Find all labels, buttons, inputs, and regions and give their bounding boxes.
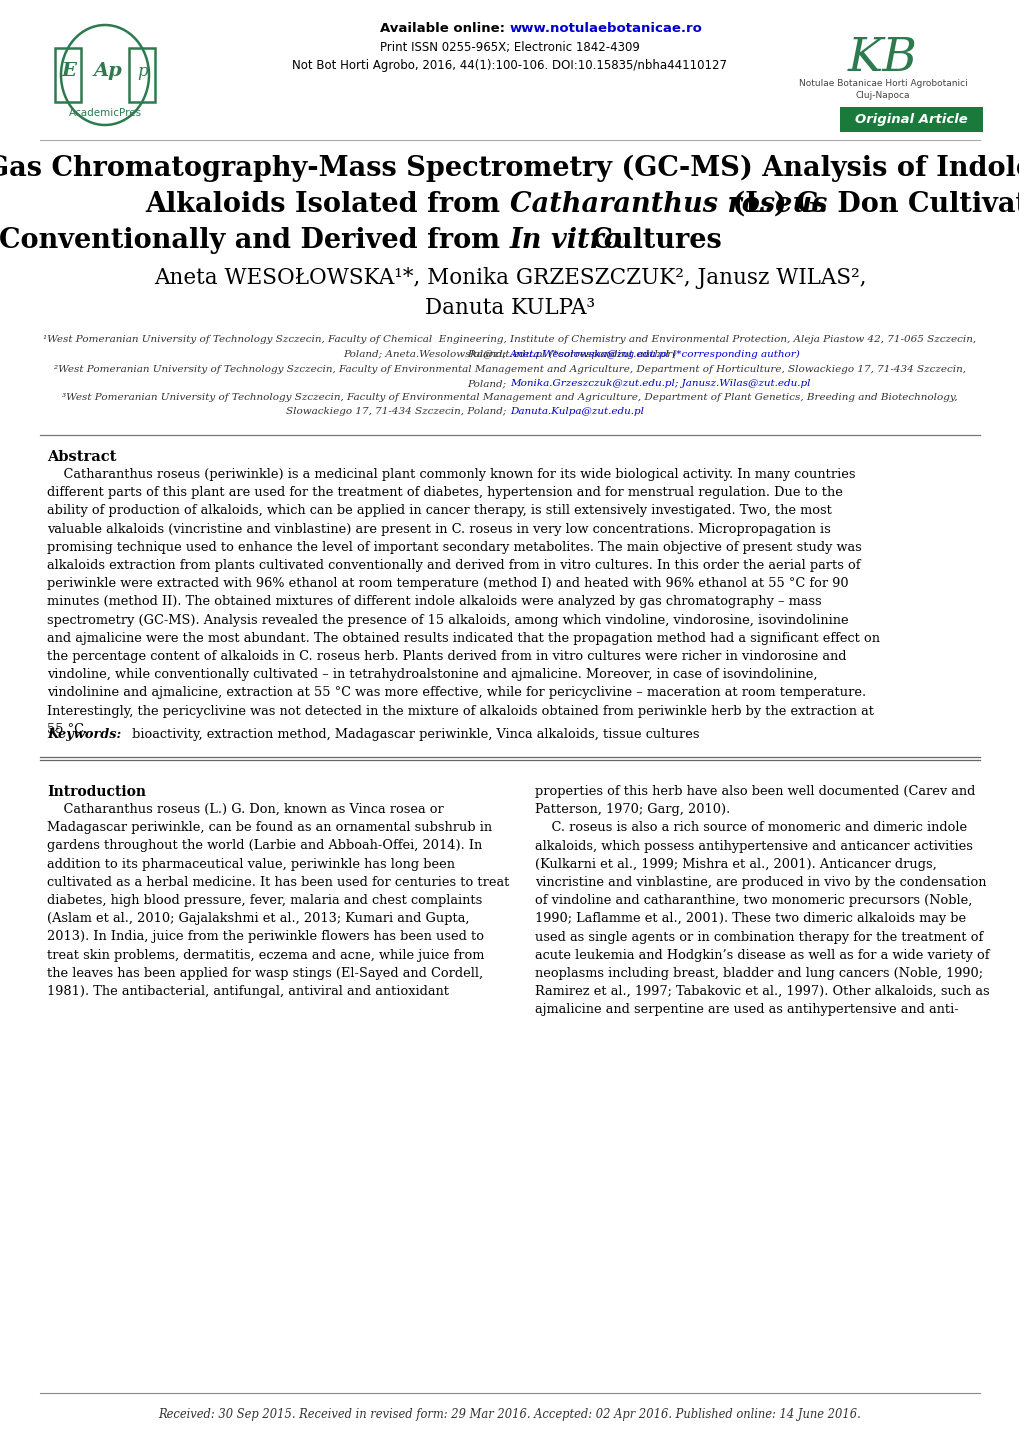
Text: Cluj-Napoca: Cluj-Napoca: [855, 91, 909, 100]
Text: Danuta.Kulpa@zut.edu.pl: Danuta.Kulpa@zut.edu.pl: [510, 407, 643, 417]
Text: Notulae Botanicae Horti Agrobotanici: Notulae Botanicae Horti Agrobotanici: [798, 78, 966, 88]
Text: AcademicPres: AcademicPres: [68, 108, 142, 118]
Text: Catharanthus roseus (L.) G. Don, known as Vinca rosea or
Madagascar periwinkle, : Catharanthus roseus (L.) G. Don, known a…: [47, 802, 508, 999]
Text: ΚB: ΚB: [847, 36, 917, 81]
Text: p: p: [138, 62, 148, 79]
Text: Gas Chromatography-Mass Spectrometry (GC-MS) Analysis of Indole: Gas Chromatography-Mass Spectrometry (GC…: [0, 154, 1019, 182]
Text: In vitro: In vitro: [510, 227, 623, 254]
Text: bioactivity, extraction method, Madagascar periwinkle, Vinca alkaloids, tissue c: bioactivity, extraction method, Madagasc…: [127, 729, 699, 742]
Text: Monika.Grzeszczuk@zut.edu.pl; Janusz.Wilas@zut.edu.pl: Monika.Grzeszczuk@zut.edu.pl; Janusz.Wil…: [510, 380, 810, 388]
Text: (L.) G. Don Cultivated: (L.) G. Don Cultivated: [722, 190, 1019, 218]
Text: E: E: [61, 62, 76, 79]
Text: Danuta KULPA³: Danuta KULPA³: [425, 297, 594, 319]
Text: Available online:: Available online:: [380, 22, 510, 35]
Text: Abstract: Abstract: [47, 450, 116, 465]
Text: ²West Pomeranian University of Technology Szczecin, Faculty of Environmental Man: ²West Pomeranian University of Technolog…: [54, 365, 965, 375]
Text: Aneta.Wesolowska@zut.edu.pl (*corresponding author): Aneta.Wesolowska@zut.edu.pl (*correspond…: [510, 349, 800, 358]
Text: Poland; Aneta.Wesolowska@zut.edu.pl (*corresponding author): Poland; Aneta.Wesolowska@zut.edu.pl (*co…: [343, 349, 676, 358]
Text: Ap: Ap: [94, 62, 122, 79]
Text: Poland;: Poland;: [467, 349, 510, 358]
Text: properties of this herb have also been well documented (Carev and
Patterson, 197: properties of this herb have also been w…: [535, 785, 988, 1016]
Text: Not Bot Horti Agrobo, 2016, 44(1):100-106. DOI:10.15835/nbha44110127: Not Bot Horti Agrobo, 2016, 44(1):100-10…: [292, 59, 727, 72]
Text: Conventionally and Derived from: Conventionally and Derived from: [0, 227, 510, 254]
Text: ³West Pomeranian University of Technology Szczecin, Faculty of Environmental Man: ³West Pomeranian University of Technolog…: [62, 394, 957, 403]
Text: Keywords:: Keywords:: [47, 729, 121, 742]
FancyBboxPatch shape: [840, 107, 982, 131]
Text: Print ISSN 0255-965X; Electronic 1842-4309: Print ISSN 0255-965X; Electronic 1842-43…: [380, 42, 639, 55]
Text: Catharanthus roseus (periwinkle) is a medicinal plant commonly known for its wid: Catharanthus roseus (periwinkle) is a me…: [47, 468, 879, 736]
Text: Slowackiego 17, 71-434 Szczecin, Poland;: Slowackiego 17, 71-434 Szczecin, Poland;: [286, 407, 510, 417]
Text: Introduction: Introduction: [47, 785, 146, 799]
Text: www.notulaebotanicae.ro: www.notulaebotanicae.ro: [510, 22, 702, 35]
Text: ¹West Pomeranian University of Technology Szczecin, Faculty of Chemical  Enginee: ¹West Pomeranian University of Technolog…: [44, 336, 975, 345]
Text: Aneta WESOŁOWSKA¹*, Monika GRZESZCZUK², Janusz WILAS²,: Aneta WESOŁOWSKA¹*, Monika GRZESZCZUK², …: [154, 267, 865, 289]
Text: Cultures: Cultures: [582, 227, 721, 254]
Text: Catharanthus roseus: Catharanthus roseus: [510, 190, 826, 218]
Text: Received: 30 Sep 2015. Received in revised form: 29 Mar 2016. Accepted: 02 Apr 2: Received: 30 Sep 2015. Received in revis…: [159, 1408, 860, 1421]
Text: Poland;: Poland;: [467, 380, 510, 388]
Text: Original Article: Original Article: [854, 114, 966, 127]
Text: Alkaloids Isolated from: Alkaloids Isolated from: [146, 190, 509, 218]
